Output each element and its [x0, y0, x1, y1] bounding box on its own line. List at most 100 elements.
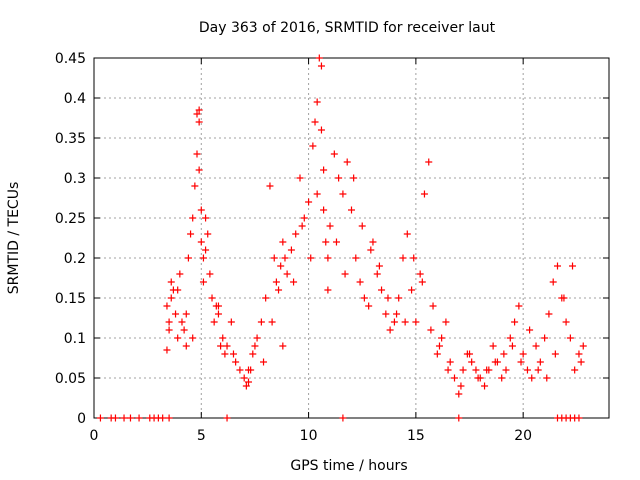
- data-point: [429, 302, 437, 310]
- data-point: [163, 302, 171, 310]
- data-point: [541, 334, 549, 342]
- y-tick-label: 0.1: [64, 331, 86, 347]
- data-point: [279, 342, 287, 350]
- data-point: [577, 358, 585, 366]
- y-tick-label: 0.45: [55, 51, 86, 67]
- data-point: [506, 334, 514, 342]
- data-point: [425, 158, 433, 166]
- data-point: [455, 414, 463, 422]
- data-point: [204, 230, 212, 238]
- data-point: [182, 310, 190, 318]
- data-point: [438, 334, 446, 342]
- data-point: [332, 238, 340, 246]
- data-point: [236, 366, 244, 374]
- data-point: [180, 326, 188, 334]
- data-point: [193, 110, 201, 118]
- data-point: [165, 326, 173, 334]
- data-point: [489, 342, 497, 350]
- data-point: [217, 342, 225, 350]
- data-point: [296, 174, 304, 182]
- data-point: [569, 262, 577, 270]
- data-point: [199, 278, 207, 286]
- axis-ticks: 0 0.05 0.1 0.15 0.2 0.25 0.3 0.35 0.4 0.45 0 5 10 15 2…: [55, 51, 609, 444]
- data-point: [433, 350, 441, 358]
- data-point: [335, 174, 343, 182]
- data-point: [165, 414, 173, 422]
- data-point: [232, 358, 240, 366]
- data-point: [315, 54, 323, 62]
- data-point: [360, 294, 368, 302]
- data-point: [320, 206, 328, 214]
- data-point: [500, 350, 508, 358]
- data-point: [536, 358, 544, 366]
- data-point: [579, 342, 587, 350]
- data-point: [189, 214, 197, 222]
- plot-frame: [93, 57, 610, 419]
- data-point: [378, 286, 386, 294]
- data-point: [311, 118, 319, 126]
- data-point: [526, 326, 534, 334]
- data-point: [373, 270, 381, 278]
- data-point: [442, 318, 450, 326]
- data-point: [245, 378, 252, 386]
- data-point: [240, 374, 248, 382]
- data-point: [427, 326, 435, 334]
- data-point: [401, 318, 409, 326]
- x-tick-label: 20: [514, 428, 532, 444]
- y-tick-label: 0.25: [55, 211, 86, 227]
- data-point: [515, 302, 523, 310]
- data-point: [126, 414, 134, 422]
- data-point: [197, 206, 205, 214]
- data-point: [206, 270, 214, 278]
- data-point: [182, 342, 190, 350]
- data-point: [341, 270, 349, 278]
- data-point: [571, 366, 579, 374]
- data-point: [474, 374, 482, 382]
- data-point: [322, 238, 330, 246]
- data-point: [523, 366, 531, 374]
- x-axis-label: GPS time / hours: [290, 458, 407, 474]
- data-point: [343, 158, 351, 166]
- data-point: [277, 262, 285, 270]
- data-point: [229, 350, 237, 358]
- data-point: [260, 358, 268, 366]
- data-point: [519, 350, 527, 358]
- grid: [94, 58, 609, 418]
- data-point: [242, 382, 250, 390]
- data-point: [159, 414, 167, 422]
- data-point: [320, 166, 328, 174]
- data-point: [167, 294, 175, 302]
- data-point: [120, 414, 128, 422]
- data-point: [545, 310, 553, 318]
- data-point: [511, 318, 519, 326]
- data-point: [214, 302, 222, 310]
- data-point: [560, 294, 568, 302]
- data-point: [195, 118, 203, 126]
- data-point: [292, 230, 300, 238]
- data-point: [330, 150, 338, 158]
- data-point: [287, 246, 295, 254]
- data-point: [455, 390, 463, 398]
- y-tick-label: 0.4: [64, 91, 86, 107]
- data-point: [403, 230, 411, 238]
- data-point: [313, 98, 321, 106]
- y-tick-label: 0.3: [64, 171, 86, 187]
- data-point: [528, 374, 536, 382]
- data-point: [408, 286, 416, 294]
- data-point: [517, 358, 525, 366]
- data-point: [491, 358, 499, 366]
- x-tick-label: 15: [407, 428, 425, 444]
- data-point: [163, 346, 171, 354]
- data-points: [96, 54, 587, 422]
- data-point: [324, 254, 332, 262]
- data-point: [575, 350, 583, 358]
- data-point: [412, 318, 420, 326]
- data-point: [313, 190, 321, 198]
- data-point: [472, 366, 480, 374]
- data-point: [176, 270, 184, 278]
- data-point: [270, 254, 278, 262]
- data-point: [174, 334, 182, 342]
- data-point: [483, 366, 491, 374]
- data-point: [551, 350, 559, 358]
